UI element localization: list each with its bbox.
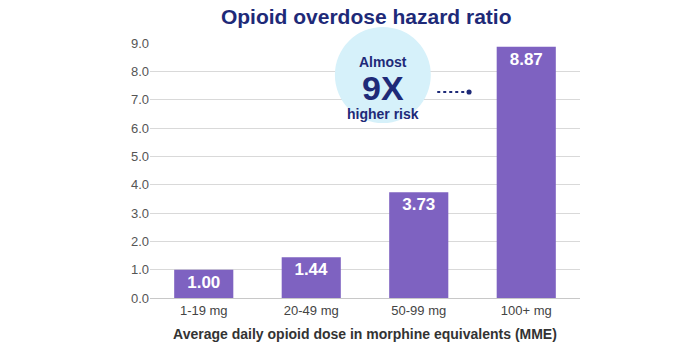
- svg-text:9X: 9X: [362, 69, 404, 107]
- svg-text:1-19 mg: 1-19 mg: [180, 303, 228, 318]
- svg-text:Opioid overdose hazard ratio: Opioid overdose hazard ratio: [221, 5, 512, 28]
- svg-text:1.00: 1.00: [187, 273, 220, 292]
- svg-text:5.0: 5.0: [131, 149, 149, 164]
- svg-text:3.73: 3.73: [402, 195, 435, 214]
- svg-text:100+ mg: 100+ mg: [501, 303, 552, 318]
- svg-text:8.0: 8.0: [131, 64, 149, 79]
- svg-text:20-49 mg: 20-49 mg: [284, 303, 339, 318]
- svg-text:1.44: 1.44: [294, 260, 328, 279]
- svg-text:higher risk: higher risk: [347, 106, 419, 122]
- svg-text:4.0: 4.0: [131, 177, 149, 192]
- svg-text:50-99 mg: 50-99 mg: [391, 303, 446, 318]
- svg-text:7.0: 7.0: [131, 92, 149, 107]
- svg-text:Average daily opioid dose in m: Average daily opioid dose in morphine eq…: [173, 326, 557, 342]
- svg-text:6.0: 6.0: [131, 121, 149, 136]
- svg-text:Almost: Almost: [359, 54, 407, 70]
- svg-text:0.0: 0.0: [131, 291, 149, 306]
- svg-text:9.0: 9.0: [131, 36, 149, 51]
- svg-text:2.0: 2.0: [131, 234, 149, 249]
- svg-text:3.0: 3.0: [131, 206, 149, 221]
- svg-text:1.0: 1.0: [131, 262, 149, 277]
- svg-text:8.87: 8.87: [510, 50, 543, 69]
